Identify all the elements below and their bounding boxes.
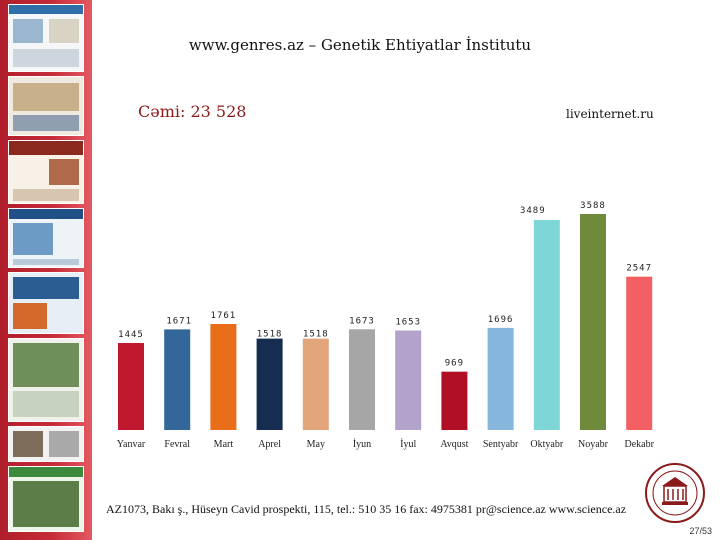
page-number: 27/53 — [689, 526, 712, 536]
category-label: Oktyabr — [530, 439, 563, 450]
thumbnail-2 — [8, 76, 84, 136]
thumbnail-4 — [8, 208, 84, 268]
bar-fevral — [164, 329, 191, 430]
bar-sentyabr — [487, 327, 514, 430]
value-label: 1673 — [349, 316, 375, 326]
category-label: Aprel — [258, 439, 281, 450]
academy-seal-icon — [645, 463, 705, 523]
value-label: 3588 — [580, 201, 606, 211]
bar-i̇yun — [349, 329, 375, 430]
value-label: 1518 — [303, 330, 329, 340]
bar-dekabr — [626, 276, 653, 430]
category-label: Noyabr — [578, 439, 609, 450]
left-decor-strip — [0, 0, 92, 540]
bar-oktyabr — [533, 219, 560, 430]
value-label: 2547 — [626, 264, 652, 274]
value-label: 1518 — [257, 330, 283, 340]
bar-aprel — [256, 338, 283, 430]
bar-mart — [210, 323, 237, 430]
bar-noyabr — [580, 214, 606, 430]
bar-avqust — [441, 371, 468, 430]
category-label: Yanvar — [117, 439, 146, 450]
value-label: 1761 — [211, 311, 237, 321]
value-label: 3489 — [520, 206, 546, 216]
category-label: Dekabr — [624, 439, 654, 450]
category-label: Fevral — [164, 439, 190, 450]
thumbnail-3 — [8, 140, 84, 204]
category-label: Sentyabr — [483, 439, 519, 450]
thumbnail-6 — [8, 338, 84, 422]
total-visits: Cəmi: 23 528 — [138, 102, 247, 121]
category-label: İyun — [353, 438, 371, 450]
data-source: liveinternet.ru — [566, 107, 654, 121]
page-title: www.genres.az – Genetik Ehtiyatlar İnsti… — [188, 36, 532, 54]
value-label: 1671 — [166, 316, 192, 326]
category-label: İyul — [400, 438, 416, 450]
value-label: 1696 — [488, 315, 514, 325]
thumbnail-8 — [8, 466, 84, 532]
category-label: Avqust — [440, 439, 468, 450]
bar-yanvar — [118, 343, 144, 430]
thumbnail-5 — [8, 272, 84, 334]
value-label: 969 — [445, 359, 464, 369]
category-label: Mart — [214, 439, 234, 450]
value-label: 1445 — [118, 330, 144, 340]
bar-i̇yul — [395, 330, 422, 430]
bar-may — [302, 338, 329, 430]
footer-address: AZ1073, Bakı ş., Hüseyn Cavid prospekti,… — [106, 502, 627, 516]
category-label: May — [307, 439, 325, 450]
thumbnail-1 — [8, 4, 84, 72]
thumbnail-7 — [8, 426, 84, 462]
value-label: 1653 — [395, 317, 421, 327]
